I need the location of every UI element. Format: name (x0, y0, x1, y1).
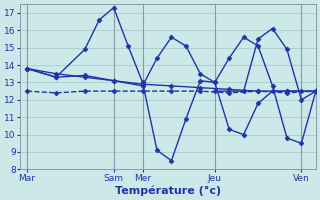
X-axis label: Température (°c): Température (°c) (115, 185, 221, 196)
